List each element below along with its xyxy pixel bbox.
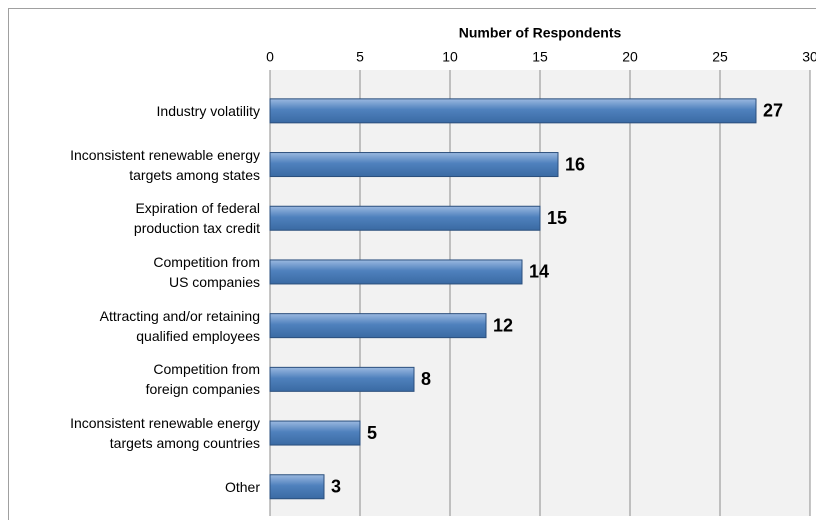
value-label: 15 [547,208,567,228]
value-label: 8 [421,369,431,389]
y-tick-label: Industry volatility [156,102,260,119]
y-tick-label: Competition from foreign companies [145,361,260,398]
bar [269,259,523,285]
value-label: 14 [529,262,549,282]
value-label: 3 [331,477,341,497]
bar [269,205,541,231]
bar [269,420,361,446]
y-tick-label: Other [224,478,260,495]
x-tick-label: 10 [442,49,458,65]
y-tick-label: Attracting and/or retaining qualified em… [99,307,260,344]
y-tick-label: Inconsistent renewable energy targets am… [70,146,260,183]
value-label: 5 [367,423,377,443]
bar [269,152,559,178]
bar [269,313,487,339]
value-label: 27 [763,101,783,121]
y-tick-label: Inconsistent renewable energy targets am… [70,415,260,452]
x-tick-label: 30 [802,49,816,65]
value-label: 16 [565,154,585,174]
x-tick-label: 5 [356,49,364,65]
value-label: 12 [493,315,513,335]
y-tick-label: Expiration of federal production tax cre… [133,200,260,237]
bar [269,474,325,500]
y-tick-label: Competition from US companies [153,253,260,290]
chart-frame [8,8,816,520]
x-axis-title: Number of Respondents [459,25,622,41]
x-tick-label: 15 [532,49,548,65]
x-tick-label: 25 [712,49,728,65]
x-tick-label: 0 [266,49,274,65]
bar [269,366,415,392]
bar [269,98,757,124]
x-tick-label: 20 [622,49,638,65]
